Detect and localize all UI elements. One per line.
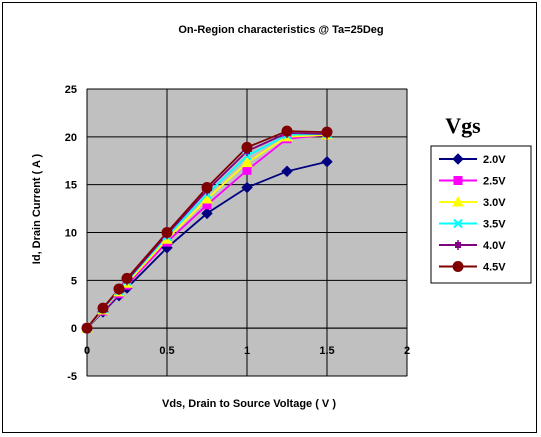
legend-title: Vgs	[445, 113, 481, 138]
data-point	[201, 192, 213, 204]
x-tick-label: 2	[404, 345, 410, 357]
legend-entry: 2.5V	[483, 176, 506, 188]
x-axis-label: Vds, Drain to Source Voltage ( V )	[162, 398, 336, 410]
chart-title: On-Region characteristics @ Ta=25Deg	[178, 24, 383, 36]
data-point	[201, 182, 213, 194]
legend-marker	[453, 240, 463, 250]
y-tick-label: 10	[65, 228, 77, 240]
legend-box	[430, 145, 532, 284]
legend-entry: 4.5V	[483, 262, 506, 274]
legend: 2.0V 2.5V 3.0V 3.5V 4.0V 4.5V	[430, 145, 532, 284]
data-point	[281, 165, 293, 177]
legend-marker	[453, 218, 463, 229]
data-point	[321, 155, 333, 168]
data-point	[281, 125, 293, 137]
data-point	[121, 272, 133, 284]
legend-marker	[452, 195, 464, 207]
chart-frame: -5 0 5 10 15 20 25 0 0.5 1 1.5 2 On-Region characte…	[2, 2, 537, 433]
data-point	[241, 156, 253, 168]
data-point	[242, 165, 252, 175]
chart: -5 0 5 10 15 20 25 0 0.5 1 1.5 2 On-Region characte…	[31, 24, 532, 410]
x-tick-label: 1	[244, 345, 250, 357]
y-axis-label: Id, Drain Current ( A )	[31, 153, 43, 264]
y-tick-label: -5	[67, 371, 77, 383]
y-tick-label: 20	[65, 132, 77, 144]
data-point	[113, 283, 125, 295]
legend-entry: 4.0V	[483, 240, 506, 252]
y-tick-label: 25	[65, 84, 77, 96]
data-point	[321, 126, 333, 138]
data-point	[241, 141, 253, 153]
legend-entry: 3.5V	[483, 219, 506, 231]
legend-marker	[452, 261, 464, 272]
x-tick-label: 0	[84, 345, 90, 357]
y-tick-label: 15	[65, 180, 77, 192]
y-tick-label: 0	[71, 323, 77, 335]
y-tick-label: 5	[71, 275, 77, 287]
x-tick-label: 0.5	[159, 345, 174, 357]
legend-marker	[453, 176, 463, 185]
x-tick-label: 1.5	[319, 345, 334, 357]
data-point	[97, 302, 109, 314]
legend-marker	[452, 153, 464, 165]
data-point	[241, 181, 253, 194]
data-point	[201, 207, 213, 220]
legend-entry: 2.0V	[483, 154, 506, 166]
legend-entry: 3.0V	[483, 197, 506, 209]
data-point	[81, 322, 93, 334]
data-point	[161, 227, 173, 238]
